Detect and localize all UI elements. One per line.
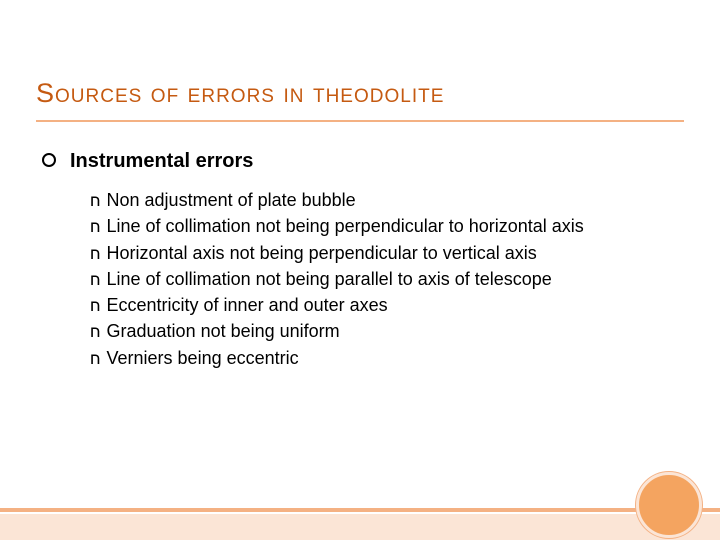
script-bullet-icon: 𐌿 (90, 295, 101, 315)
level1-label: Instrumental errors (70, 150, 253, 172)
script-bullet-icon: 𐌿 (90, 243, 101, 263)
list-item-label: Eccentricity of inner and outer axes (107, 295, 388, 315)
slide: Sources of errors in theodolite Instrume… (0, 0, 720, 540)
script-bullet-icon: 𐌿 (90, 321, 101, 341)
list-item: 𐌿 Line of collimation not being perpendic… (90, 214, 650, 238)
list-item-label: Horizontal axis not being perpendicular … (107, 243, 537, 263)
hollow-circle-bullet-icon (42, 153, 56, 167)
list-item: 𐌿 Graduation not being uniform (90, 319, 650, 343)
list-item-label: Non adjustment of plate bubble (107, 190, 356, 210)
list-item-label: Line of collimation not being parallel t… (107, 269, 552, 289)
bottom-thin-bar (0, 508, 720, 512)
script-bullet-icon: 𐌿 (90, 190, 101, 210)
script-bullet-icon: 𐌿 (90, 348, 101, 368)
list-item: 𐌿 Line of collimation not being parallel … (90, 267, 650, 291)
slide-title: Sources of errors in theodolite (36, 78, 444, 109)
level1-item: Instrumental errors (42, 150, 253, 173)
corner-circle-icon (636, 472, 702, 538)
list-item: 𐌿 Horizontal axis not being perpendicular… (90, 241, 650, 265)
list-item-label: Verniers being eccentric (107, 348, 299, 368)
list-item: 𐌿 Eccentricity of inner and outer axes (90, 293, 650, 317)
title-rule (36, 120, 684, 122)
level2-list: 𐌿 Non adjustment of plate bubble 𐌿 Line of… (90, 188, 650, 372)
list-item-label: Graduation not being uniform (107, 321, 340, 341)
list-item: 𐌿 Non adjustment of plate bubble (90, 188, 650, 212)
script-bullet-icon: 𐌿 (90, 269, 101, 289)
bottom-bar (0, 514, 720, 540)
list-item-label: Line of collimation not being perpendicu… (107, 216, 584, 236)
list-item: 𐌿 Verniers being eccentric (90, 346, 650, 370)
script-bullet-icon: 𐌿 (90, 216, 101, 236)
